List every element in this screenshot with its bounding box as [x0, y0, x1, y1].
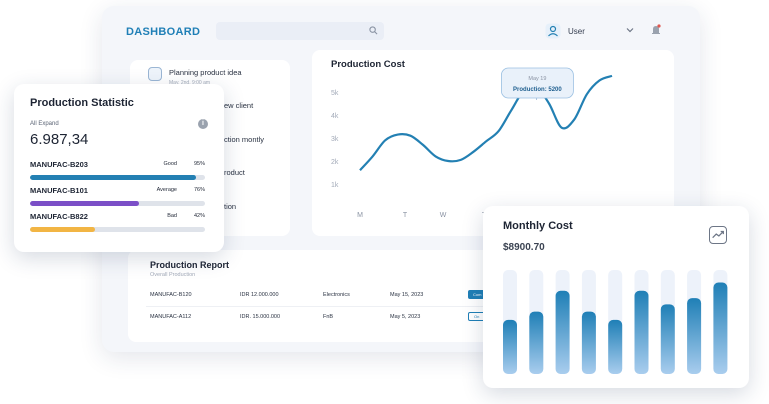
stat-item-percent: 95% — [193, 161, 205, 167]
production-cost-line — [359, 74, 613, 171]
report-date: May 5, 2023 — [390, 314, 421, 320]
task-item[interactable]: tion — [224, 202, 236, 211]
task-item[interactable]: Planning product idea May, 2nd, 9:00 am — [169, 68, 242, 86]
task-date: May, 2nd, 9:00 am — [169, 80, 211, 86]
production-cost-title: Production Cost — [331, 59, 405, 70]
trend-up-icon[interactable] — [709, 226, 727, 244]
monthly-cost-bar[interactable] — [634, 290, 649, 374]
user-avatar-icon[interactable] — [545, 23, 561, 39]
stat-item-status: Good — [163, 161, 177, 167]
monthly-cost-title: Monthly Cost — [503, 220, 573, 232]
search-icon — [369, 26, 378, 35]
search-input[interactable] — [216, 22, 384, 40]
task-label: tion — [224, 202, 237, 211]
monthly-cost-bar[interactable] — [660, 304, 675, 374]
stat-subtitle: All Expand — [30, 121, 59, 127]
monthly-cost-value: $8900.70 — [503, 242, 545, 253]
monthly-cost-bar[interactable] — [581, 311, 596, 374]
report-title: Production Report — [150, 260, 229, 270]
stat-item-name: MANUFAC-B822 — [30, 212, 88, 221]
task-document-icon — [148, 67, 162, 81]
progress-fill — [30, 227, 95, 232]
task-item[interactable]: ction montly — [224, 135, 264, 144]
task-label: roduct — [224, 168, 245, 177]
monthly-cost-bar[interactable] — [529, 311, 544, 374]
task-item[interactable]: roduct — [224, 168, 245, 177]
monthly-cost-chart — [503, 270, 728, 374]
stat-title: Production Statistic — [30, 97, 134, 109]
progress-fill — [30, 201, 139, 206]
stat-item-percent: 42% — [193, 213, 205, 219]
tooltip-value: Production: 5200 — [513, 87, 562, 93]
production-statistic-card: Production Statistic All Expand 6.987,34… — [14, 84, 224, 252]
stat-item-percent: 76% — [193, 187, 205, 193]
chevron-down-icon[interactable] — [626, 27, 634, 33]
y-tick-label: 5k — [331, 90, 339, 97]
task-label: Planning product idea — [169, 68, 242, 77]
report-code: MANUFAC-A112 — [150, 314, 192, 320]
progress-track — [30, 201, 205, 206]
progress-track — [30, 227, 205, 232]
progress-track — [30, 175, 205, 180]
x-tick-label: W — [440, 212, 447, 219]
report-category: FnB — [323, 314, 334, 320]
monthly-cost-bar[interactable] — [687, 298, 702, 374]
stat-item-name: MANUFAC-B101 — [30, 186, 88, 195]
monthly-cost-bar[interactable] — [713, 282, 728, 374]
production-cost-card — [312, 50, 674, 236]
stat-item-name: MANUFAC-B203 — [30, 160, 88, 169]
y-tick-label: 2k — [331, 159, 339, 166]
task-item[interactable]: ew client — [224, 101, 253, 110]
report-category: Electronics — [323, 292, 350, 298]
info-icon[interactable]: i — [198, 119, 208, 129]
monthly-cost-bar[interactable] — [608, 319, 623, 374]
x-tick-label: T — [403, 212, 408, 219]
stat-item-status: Bad — [167, 213, 177, 219]
stat-total-value: 6.987,34 — [30, 131, 89, 148]
y-tick-label: 4k — [331, 113, 339, 120]
report-code: MANUFAC-B120 — [150, 292, 192, 298]
report-amount: IDR 12.000.000 — [240, 292, 279, 298]
monthly-cost-bar[interactable] — [503, 319, 517, 374]
row-divider — [146, 306, 526, 307]
y-tick-label: 1k — [331, 182, 339, 189]
report-amount: IDR. 15.000.000 — [240, 314, 281, 320]
dashboard-title: DASHBOARD — [126, 26, 201, 38]
x-tick-label: M — [357, 212, 363, 219]
task-label: ew client — [224, 101, 254, 110]
monthly-cost-card: Monthly Cost $8900.70 — [483, 206, 749, 388]
report-date: May 15, 2023 — [390, 292, 424, 298]
stat-item-status: Average — [156, 187, 177, 193]
chart-tooltip — [500, 67, 574, 99]
monthly-cost-bar[interactable] — [555, 290, 570, 374]
task-label: ction montly — [224, 135, 265, 144]
user-name[interactable]: User — [568, 27, 585, 36]
report-subtitle: Overall Production — [150, 272, 196, 278]
progress-fill — [30, 175, 197, 180]
notification-bell-icon[interactable] — [651, 24, 661, 36]
y-tick-label: 3k — [331, 136, 339, 143]
tooltip-date: May 19 — [528, 76, 546, 82]
dashboard-header: DASHBOARD User — [102, 6, 700, 58]
report-status-button[interactable]: Com — [468, 290, 492, 299]
